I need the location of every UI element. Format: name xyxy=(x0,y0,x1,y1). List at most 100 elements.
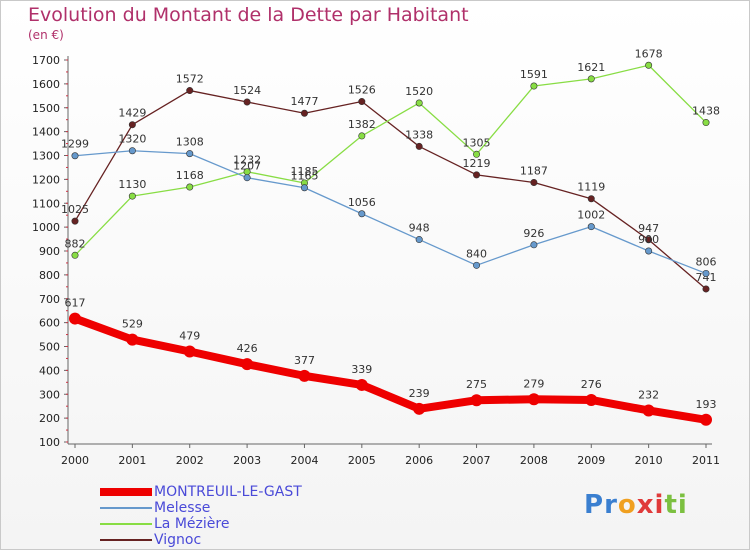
y-tick-label: 600 xyxy=(39,317,60,330)
data-label-2: 1520 xyxy=(405,85,433,98)
y-tick-label: 1200 xyxy=(32,173,60,186)
series-point-1 xyxy=(243,174,251,182)
data-label-1: 1299 xyxy=(61,138,89,151)
series-point-2 xyxy=(702,119,710,127)
x-tick-label: 2006 xyxy=(405,454,433,467)
x-tick-label: 2004 xyxy=(290,454,318,467)
data-label-1: 1308 xyxy=(176,136,204,149)
series-point-0 xyxy=(126,333,139,346)
x-tick-label: 2010 xyxy=(635,454,663,467)
series-point-2 xyxy=(186,183,194,191)
series-point-1 xyxy=(530,241,538,249)
series-point-3 xyxy=(128,121,136,129)
series-line-2 xyxy=(74,64,707,256)
data-label-2: 1382 xyxy=(348,118,376,131)
series-point-2 xyxy=(71,251,79,259)
data-label-0: 279 xyxy=(523,377,544,390)
data-label-1: 948 xyxy=(409,222,430,235)
series-point-2 xyxy=(358,132,366,140)
data-label-0: 479 xyxy=(179,330,200,343)
series-point-3 xyxy=(358,98,366,106)
series-point-2 xyxy=(473,150,481,158)
series-point-2 xyxy=(530,82,538,90)
data-label-2: 1591 xyxy=(520,68,548,81)
data-label-0: 529 xyxy=(122,318,143,331)
data-label-3: 1025 xyxy=(61,203,89,216)
legend-label: Melesse xyxy=(154,500,211,516)
x-tick-label: 2001 xyxy=(118,454,146,467)
x-tick-label: 2011 xyxy=(692,454,720,467)
data-label-2: 1678 xyxy=(635,47,663,60)
data-label-2: 1438 xyxy=(692,105,720,118)
data-label-0: 239 xyxy=(409,387,430,400)
data-label-2: 1621 xyxy=(577,61,605,74)
data-label-1: 1056 xyxy=(348,196,376,209)
series-line-1 xyxy=(74,150,707,275)
data-label-3: 1572 xyxy=(176,73,204,86)
series-point-3 xyxy=(71,217,79,225)
series-point-2 xyxy=(645,61,653,69)
series-point-2 xyxy=(128,192,136,200)
data-label-0: 617 xyxy=(65,297,86,310)
series-point-1 xyxy=(473,261,481,269)
series-point-3 xyxy=(473,171,481,179)
series-point-0 xyxy=(413,402,426,415)
x-tick-label: 2008 xyxy=(520,454,548,467)
x-tick-label: 2009 xyxy=(577,454,605,467)
data-label-0: 232 xyxy=(638,388,659,401)
data-label-3: 1119 xyxy=(577,181,605,194)
series-point-0 xyxy=(298,369,311,382)
series-point-1 xyxy=(71,152,79,160)
y-tick-label: 300 xyxy=(39,388,60,401)
legend-swatch xyxy=(100,539,152,541)
chart-unit: (en €) xyxy=(28,28,64,42)
x-tick-label: 2000 xyxy=(61,454,89,467)
data-label-0: 276 xyxy=(581,378,602,391)
data-label-3: 1524 xyxy=(233,84,261,97)
data-label-2: 1130 xyxy=(118,178,146,191)
y-tick-label: 200 xyxy=(39,412,60,425)
data-label-1: 926 xyxy=(523,227,544,240)
legend-label: MONTREUIL-LE-GAST xyxy=(154,484,302,500)
series-point-3 xyxy=(645,236,653,244)
series-point-0 xyxy=(355,378,368,391)
y-tick-label: 1500 xyxy=(32,102,60,115)
data-label-1: 1002 xyxy=(577,209,605,222)
data-label-3: 1187 xyxy=(520,164,548,177)
series-point-0 xyxy=(470,394,483,407)
x-tick-label: 2007 xyxy=(463,454,491,467)
data-label-3: 1338 xyxy=(405,128,433,141)
y-tick-label: 1600 xyxy=(32,78,60,91)
data-label-2: 1185 xyxy=(290,165,318,178)
data-label-0: 275 xyxy=(466,378,487,391)
series-point-1 xyxy=(415,236,423,244)
data-label-1: 1165 xyxy=(290,170,318,183)
series-line-3 xyxy=(74,89,707,290)
data-label-1: 806 xyxy=(696,255,717,268)
series-point-1 xyxy=(300,184,308,192)
series-point-1 xyxy=(645,247,653,255)
series-point-0 xyxy=(642,404,655,417)
y-tick-label: 100 xyxy=(39,436,60,449)
y-tick-label: 500 xyxy=(39,341,60,354)
data-label-0: 377 xyxy=(294,354,315,367)
series-point-0 xyxy=(241,358,254,371)
series-point-3 xyxy=(186,87,194,95)
legend-label: La Mézière xyxy=(154,516,230,532)
y-tick-label: 1300 xyxy=(32,150,60,163)
series-point-3 xyxy=(587,195,595,203)
data-label-0: 426 xyxy=(237,342,258,355)
series-point-3 xyxy=(415,142,423,150)
series-point-1 xyxy=(186,150,194,158)
legend-label: Vignoc xyxy=(154,532,202,548)
y-tick-label: 900 xyxy=(39,245,60,258)
series-point-3 xyxy=(243,98,251,106)
data-label-3: 1219 xyxy=(463,157,491,170)
x-tick-label: 2003 xyxy=(233,454,261,467)
series-point-2 xyxy=(587,75,595,83)
series-line-0 xyxy=(71,314,710,424)
data-label-3: 1429 xyxy=(118,107,146,120)
series-point-0 xyxy=(69,312,81,325)
